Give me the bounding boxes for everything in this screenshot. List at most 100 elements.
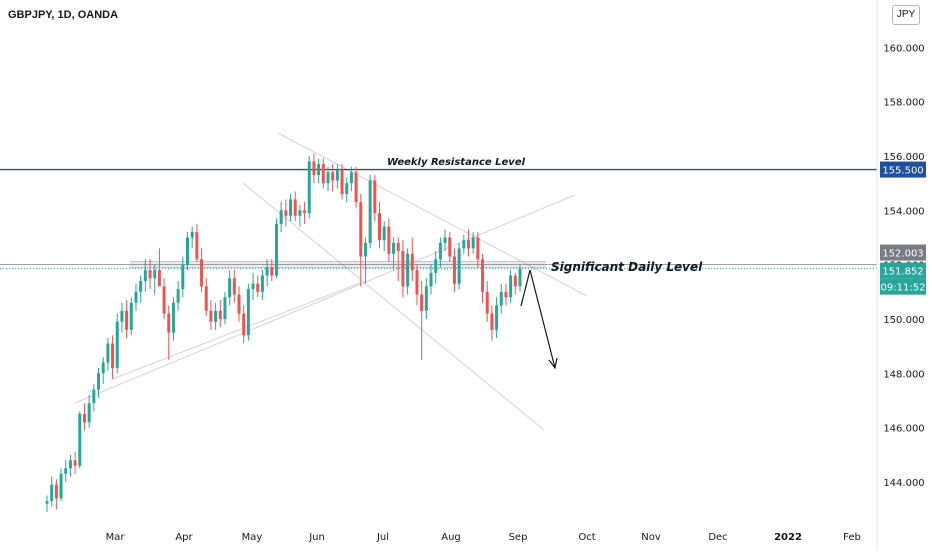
- candle[interactable]: [242, 305, 246, 344]
- candle[interactable]: [129, 297, 133, 336]
- candle[interactable]: [396, 237, 400, 281]
- candle[interactable]: [382, 221, 386, 252]
- candle[interactable]: [513, 272, 517, 295]
- candle[interactable]: [392, 237, 396, 271]
- candle[interactable]: [171, 297, 175, 341]
- candle[interactable]: [68, 454, 72, 477]
- candle[interactable]: [82, 403, 86, 431]
- candle[interactable]: [504, 283, 508, 306]
- candle[interactable]: [101, 357, 105, 385]
- candle[interactable]: [214, 302, 218, 330]
- candle[interactable]: [92, 384, 96, 412]
- trendline[interactable]: [242, 182, 545, 431]
- candle[interactable]: [64, 460, 68, 482]
- candle[interactable]: [415, 264, 419, 306]
- candle[interactable]: [345, 177, 349, 203]
- candle[interactable]: [326, 166, 330, 192]
- candle[interactable]: [218, 299, 222, 328]
- candle[interactable]: [251, 272, 255, 300]
- trendline[interactable]: [277, 132, 588, 297]
- candle[interactable]: [125, 299, 129, 338]
- candle[interactable]: [232, 270, 236, 303]
- candle[interactable]: [438, 237, 442, 268]
- candle[interactable]: [410, 237, 414, 281]
- candle[interactable]: [279, 202, 283, 233]
- candle[interactable]: [115, 313, 119, 374]
- candle[interactable]: [448, 232, 452, 262]
- candle[interactable]: [368, 174, 372, 249]
- candle[interactable]: [45, 495, 49, 512]
- candle[interactable]: [73, 452, 77, 474]
- candle[interactable]: [499, 283, 503, 314]
- candle[interactable]: [293, 191, 297, 222]
- candle[interactable]: [246, 283, 250, 341]
- candle[interactable]: [120, 302, 124, 333]
- candle[interactable]: [228, 270, 232, 306]
- candle[interactable]: [485, 280, 489, 322]
- candle[interactable]: [143, 259, 147, 292]
- candle[interactable]: [378, 202, 382, 249]
- candle[interactable]: [134, 283, 138, 311]
- candle[interactable]: [401, 240, 405, 298]
- candle[interactable]: [471, 232, 475, 254]
- candle[interactable]: [321, 158, 325, 189]
- candle[interactable]: [54, 479, 58, 510]
- candle[interactable]: [190, 226, 194, 249]
- candle[interactable]: [200, 248, 204, 292]
- candle[interactable]: [139, 275, 143, 303]
- candle[interactable]: [340, 164, 344, 200]
- candle[interactable]: [359, 194, 363, 287]
- candle[interactable]: [157, 248, 161, 287]
- trendline[interactable]: [109, 282, 361, 381]
- candle[interactable]: [50, 476, 54, 507]
- candle[interactable]: [406, 248, 410, 295]
- candle[interactable]: [298, 204, 302, 227]
- candle[interactable]: [354, 166, 358, 208]
- candle[interactable]: [387, 218, 391, 262]
- candle[interactable]: [59, 468, 63, 501]
- candle[interactable]: [185, 232, 189, 271]
- candle[interactable]: [518, 264, 522, 292]
- candle[interactable]: [466, 229, 470, 257]
- candle[interactable]: [78, 411, 82, 469]
- candle[interactable]: [420, 280, 424, 360]
- trendline[interactable]: [74, 194, 576, 404]
- candle[interactable]: [495, 297, 499, 338]
- candle[interactable]: [265, 259, 269, 287]
- candle[interactable]: [111, 335, 115, 379]
- candle[interactable]: [270, 259, 274, 281]
- candle[interactable]: [452, 248, 456, 292]
- candle[interactable]: [167, 305, 171, 360]
- candle[interactable]: [373, 174, 377, 222]
- candle[interactable]: [349, 166, 353, 192]
- candle[interactable]: [274, 218, 278, 279]
- candle[interactable]: [476, 232, 480, 268]
- candle[interactable]: [153, 264, 157, 295]
- candle[interactable]: [256, 275, 260, 298]
- candle[interactable]: [312, 153, 316, 184]
- candle[interactable]: [481, 253, 485, 303]
- candle[interactable]: [307, 155, 311, 219]
- candle[interactable]: [303, 202, 307, 224]
- candle[interactable]: [223, 291, 227, 325]
- candle[interactable]: [181, 256, 185, 298]
- currency-badge[interactable]: JPY: [892, 5, 920, 25]
- candle[interactable]: [490, 305, 494, 341]
- candle[interactable]: [260, 270, 264, 300]
- candle[interactable]: [335, 164, 339, 189]
- candle[interactable]: [176, 280, 180, 311]
- candle[interactable]: [457, 242, 461, 290]
- candle[interactable]: [443, 229, 447, 252]
- candle[interactable]: [509, 270, 513, 303]
- candle[interactable]: [97, 367, 101, 398]
- candle[interactable]: [106, 337, 110, 371]
- candle[interactable]: [237, 286, 241, 322]
- candle[interactable]: [424, 278, 428, 319]
- symbol-title[interactable]: GBPJPY, 1D, OANDA: [8, 9, 119, 21]
- candle[interactable]: [429, 264, 433, 295]
- candle[interactable]: [162, 278, 166, 319]
- candle[interactable]: [434, 251, 438, 284]
- candle[interactable]: [462, 234, 466, 254]
- candle[interactable]: [363, 237, 367, 284]
